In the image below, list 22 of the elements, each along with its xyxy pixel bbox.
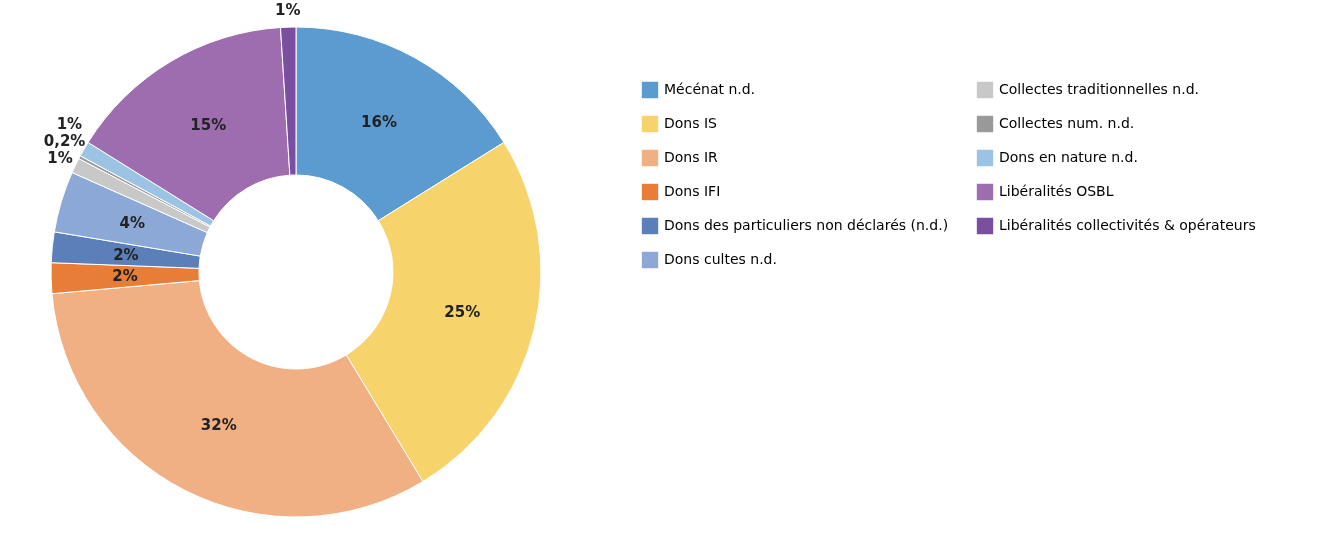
legend-label: Collectes num. n.d.: [999, 115, 1135, 131]
data-label: 4%: [119, 213, 145, 232]
data-label: 1%: [274, 1, 301, 20]
legend-label: Libéralités collectivités & opérateurs: [999, 217, 1256, 233]
legend-label: Dons des particuliers non déclarés (n.d.): [664, 217, 949, 233]
data-label: 0,2%: [43, 132, 86, 151]
data-label: 1%: [56, 115, 83, 134]
data-label: 25%: [444, 302, 481, 321]
legend-label: Dons IR: [664, 149, 719, 165]
data-label: 32%: [200, 415, 237, 434]
legend-label: Collectes traditionnelles n.d.: [999, 81, 1199, 98]
legend-label: Libéralités OSBL: [999, 183, 1114, 199]
data-label: 1%: [47, 149, 73, 168]
legend-label: Dons IS: [664, 115, 718, 131]
legend-label: Mécénat n.d.: [664, 81, 756, 98]
data-label: 15%: [190, 116, 227, 135]
data-label: 2%: [113, 245, 139, 264]
legend-label: Dons en nature n.d.: [999, 149, 1138, 165]
data-label: 2%: [112, 267, 138, 286]
legend-label: Dons IFI: [664, 183, 721, 199]
data-label: 16%: [361, 113, 397, 132]
legend-label: Dons cultes n.d.: [664, 251, 777, 267]
